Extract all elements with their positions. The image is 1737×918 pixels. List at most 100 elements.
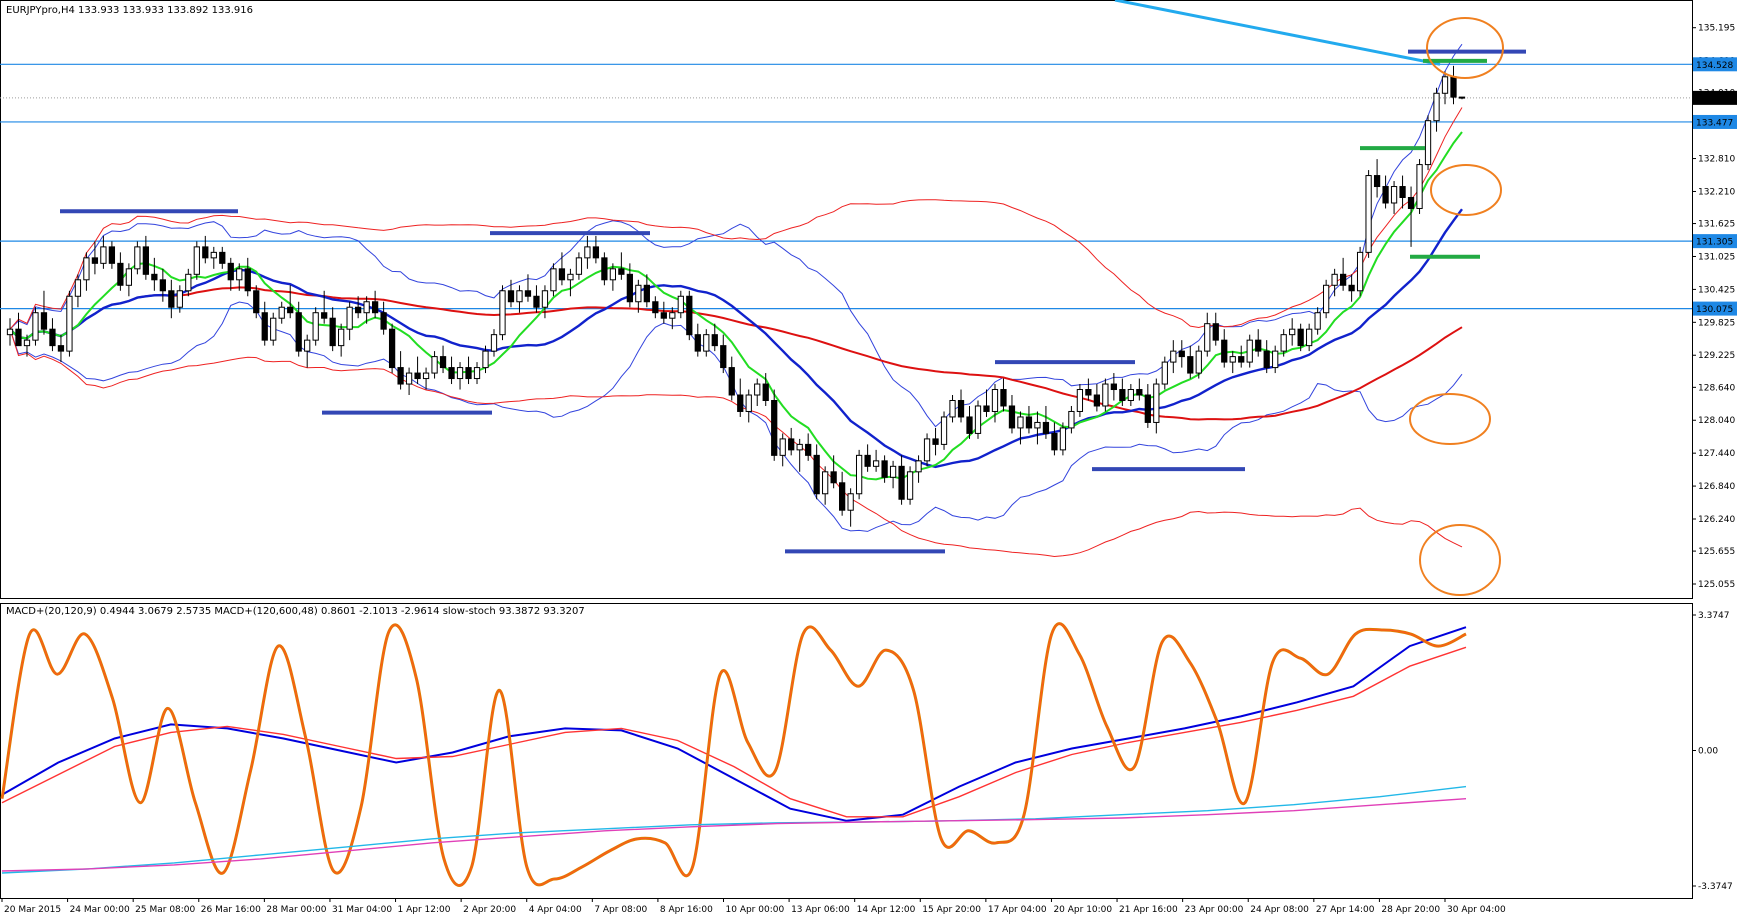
time-tick-label: 8 Apr 16:00 <box>660 905 713 915</box>
candle-body <box>244 268 251 292</box>
candle-body <box>1051 432 1058 451</box>
candle-body <box>1297 328 1304 347</box>
candle-body <box>575 257 583 275</box>
oscillator-pane-frame <box>0 603 1693 899</box>
candle-body <box>57 345 65 352</box>
time-tick-label: 14 Apr 12:00 <box>857 905 916 915</box>
highlight-circle <box>1409 393 1491 445</box>
level-price-label: 133.477 <box>1696 118 1733 128</box>
macd-fast-signal-line <box>1 646 1467 818</box>
candle-body <box>1144 394 1151 423</box>
main-pane-frame <box>0 0 1693 599</box>
candle-body <box>1441 76 1449 94</box>
current-price-label: 133.916 <box>1696 94 1733 104</box>
time-tick-label: 20 Apr 10:00 <box>1053 905 1112 915</box>
candle-body <box>405 372 413 385</box>
candle-body <box>473 367 481 380</box>
candle-body <box>465 367 472 380</box>
candle-body <box>779 438 786 456</box>
candle-body <box>32 312 39 341</box>
time-tick-label: 15 Apr 20:00 <box>922 905 981 915</box>
candle-body <box>397 367 404 385</box>
candle-body <box>991 389 999 412</box>
candle-body <box>1187 356 1194 374</box>
price-tick-label: 125.055 <box>1698 580 1735 590</box>
candle-body <box>524 290 532 297</box>
time-tick-label: 17 Apr 04:00 <box>988 905 1047 915</box>
candle-body <box>1212 323 1219 341</box>
candle-body <box>117 262 124 286</box>
highlight-circle <box>1426 17 1504 79</box>
candle-body <box>1093 394 1101 407</box>
price-tick-label: 129.825 <box>1698 318 1735 328</box>
candle-body <box>1382 186 1389 204</box>
candle-body <box>686 295 693 336</box>
candle-body <box>957 399 965 418</box>
candle-body <box>796 443 803 451</box>
candle-body <box>1416 164 1423 209</box>
candle-body <box>261 312 268 341</box>
highlight-circle <box>1419 524 1501 596</box>
time-tick-label: 25 Mar 08:00 <box>135 905 195 915</box>
candle-body <box>1102 383 1109 407</box>
candle-body <box>1136 389 1143 396</box>
candle-body <box>805 443 812 456</box>
candle-body <box>338 328 345 347</box>
time-tick-label: 31 Mar 04:00 <box>332 905 392 915</box>
candle-body <box>541 290 549 308</box>
time-tick-label: 20 Mar 2015 <box>4 905 61 915</box>
candle-body <box>490 334 498 352</box>
candle-body <box>1280 334 1287 352</box>
candle-body <box>567 273 574 281</box>
candle-body <box>1356 251 1364 292</box>
candle-body <box>1161 361 1168 385</box>
red-moving-average-line <box>9 286 1463 421</box>
candle-body <box>1458 96 1466 99</box>
candle-body <box>83 257 90 281</box>
highlight-circle <box>1430 164 1502 216</box>
candle-body <box>966 416 973 434</box>
candle-body <box>601 257 608 281</box>
candle-body <box>388 328 396 369</box>
candle-body <box>439 356 447 369</box>
candle-body <box>278 306 285 319</box>
candle-body <box>287 306 294 314</box>
candle-body <box>737 394 744 412</box>
time-tick-label: 26 Mar 16:00 <box>201 905 261 915</box>
candle-body <box>1204 323 1211 352</box>
price-tick-label: 132.810 <box>1698 155 1735 165</box>
time-tick-label: 7 Apr 08:00 <box>594 905 647 915</box>
candle-body <box>1170 350 1177 363</box>
candle-body <box>745 394 752 412</box>
oscillator-title: MACD+(20,120,9) 0.4944 3.0679 2.5735 MAC… <box>6 606 585 617</box>
candle-body <box>329 317 336 347</box>
candle-body <box>15 328 22 347</box>
candle-body <box>855 454 863 495</box>
candle-body <box>550 268 557 292</box>
candle-body <box>974 405 982 434</box>
candle-body <box>1008 405 1016 429</box>
candle-body <box>253 290 260 314</box>
candle-body <box>830 471 837 484</box>
candle-body <box>202 246 209 259</box>
candle-body <box>584 246 591 259</box>
candle-body <box>1407 197 1415 209</box>
candle-body <box>788 438 795 451</box>
stochastic-signal-line <box>1 623 1467 887</box>
candle-body <box>1390 186 1398 204</box>
osc-tick-label: -3.3747 <box>1698 882 1733 892</box>
candle-body <box>346 306 353 330</box>
candle-body <box>176 290 183 308</box>
bollinger-lower-line <box>9 301 1463 532</box>
candle-body <box>940 416 948 445</box>
candle-body <box>40 312 48 330</box>
price-tick-label: 131.025 <box>1698 252 1735 262</box>
candle-body <box>151 273 158 281</box>
candle-body <box>1221 339 1228 363</box>
candle-body <box>847 493 854 511</box>
level-price-tag <box>1693 234 1737 249</box>
price-tick-label: 135.195 <box>1698 24 1735 34</box>
candle-body <box>371 301 379 314</box>
osc-tick-label: 3.3747 <box>1698 611 1730 621</box>
